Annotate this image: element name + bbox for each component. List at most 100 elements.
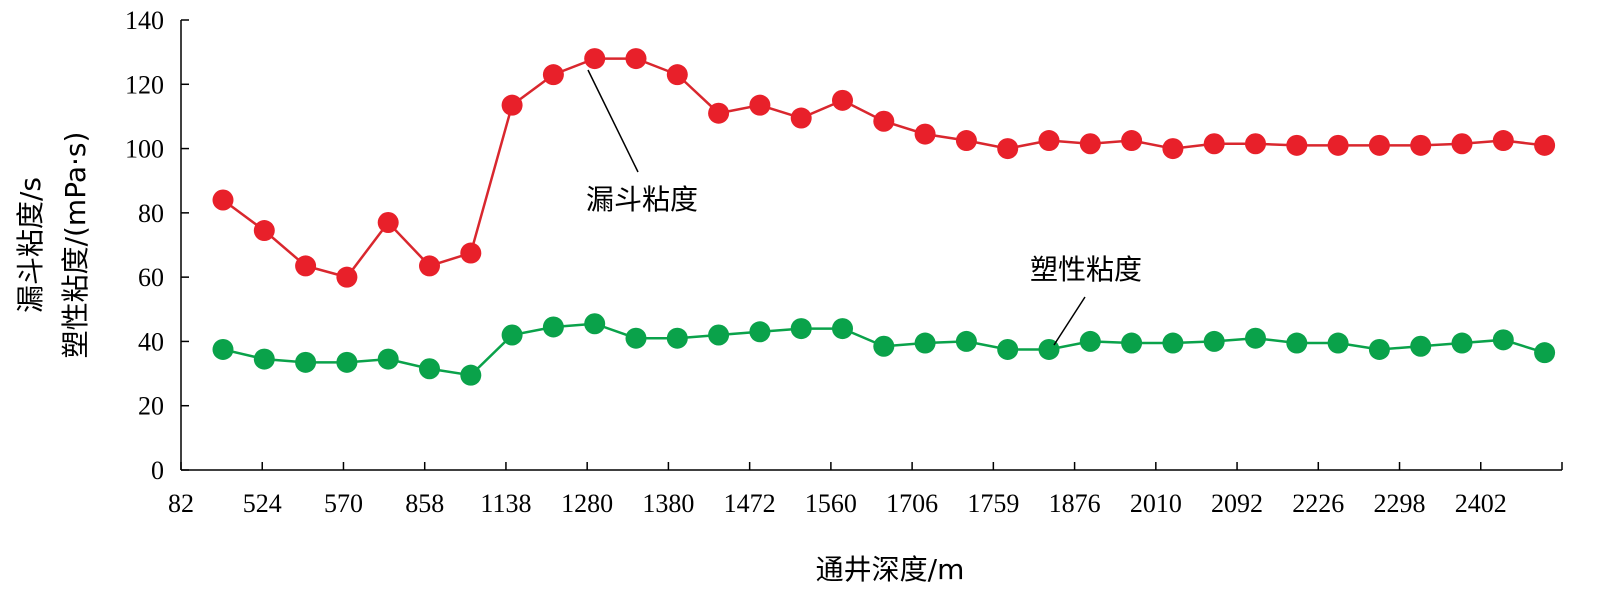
x-tick-label: 82 [168,489,194,518]
y-axis-label-funnel: 漏斗粘度/s [14,177,47,313]
x-tick-label: 1380 [642,489,694,518]
data-point [666,327,688,349]
axes [180,20,1562,471]
x-axis-ticks: 82 524 570 858 1138 1280 1380 1472 1560 1706 1759 1… [168,462,1563,518]
y-tick-label: 20 [138,392,164,421]
data-point [1492,329,1514,351]
x-tick-label: 2010 [1130,489,1182,518]
data-point [295,351,317,373]
data-point [873,110,895,132]
data-point [1327,134,1349,156]
x-tick-label: 1759 [967,489,1019,518]
data-point [336,266,358,288]
data-point [749,94,771,116]
x-axis-label: 通井深度/m [816,553,965,586]
data-point [1121,130,1143,152]
data-point [708,324,730,346]
data-point [253,348,275,370]
data-point [1451,332,1473,354]
data-point [1410,134,1432,156]
data-point [914,332,936,354]
x-tick-label: 570 [324,489,363,518]
y-axis-ticks: 0 20 40 60 80 100 120 140 [125,6,189,485]
data-point [460,364,482,386]
series-funnel-viscosity [212,48,1556,288]
data-point [873,335,895,357]
data-point [832,89,853,111]
x-tick-label: 858 [405,489,444,518]
data-point [419,255,440,277]
data-point [1534,134,1556,156]
data-point [749,321,771,343]
data-point [542,64,564,86]
data-point [955,130,977,152]
data-point [1286,332,1308,354]
x-tick-label: 2226 [1292,489,1344,518]
data-point [1368,134,1390,156]
data-point [1162,332,1184,354]
data-point [212,189,234,211]
data-point [955,330,977,352]
data-point [336,351,358,373]
data-point [584,313,606,335]
x-tick-label: 1876 [1049,489,1101,518]
data-point [377,212,399,233]
data-point [1162,138,1184,160]
y-tick-label: 0 [151,456,164,485]
data-point [501,94,523,116]
data-point [790,318,812,340]
x-tick-label: 1560 [805,489,857,518]
data-point [997,138,1019,160]
data-point [1245,327,1266,349]
funnel-viscosity-leader-line [587,69,639,173]
series-line [222,57,1545,279]
data-point [1410,335,1432,357]
data-point [542,316,564,338]
series-layer [212,48,1556,386]
y-tick-label: 100 [125,135,164,164]
x-tick-label: 1706 [886,489,938,518]
data-point [997,338,1019,360]
data-point [708,102,730,124]
data-point [666,64,688,86]
data-point [1203,133,1225,155]
data-point [1079,330,1101,352]
y-tick-label: 80 [138,199,164,228]
x-tick-label: 2298 [1374,489,1426,518]
data-point [584,48,606,70]
data-point [253,220,275,242]
data-point [1368,338,1390,360]
x-tick-label: 1472 [724,489,776,518]
y-tick-label: 120 [125,70,164,99]
x-tick-label: 2092 [1211,489,1263,518]
series-plastic-viscosity [212,313,1556,386]
x-tick-label: 2402 [1455,489,1507,518]
y-axis-label-plastic: 塑性粘度/(mPa·s) [59,132,92,359]
data-point [1079,133,1101,155]
data-point [1492,130,1514,152]
plastic-viscosity-annotation: 塑性粘度 [1030,253,1142,286]
data-point [1121,332,1143,354]
data-point [625,48,647,70]
data-point [212,338,234,360]
x-tick-label: 1280 [561,489,613,518]
data-point [295,255,317,277]
y-tick-label: 40 [138,327,164,356]
y-tick-label: 140 [125,6,164,35]
plastic-viscosity-leader-line [1053,296,1086,346]
data-point [501,324,523,346]
data-point [377,348,399,370]
data-point [1327,332,1349,354]
data-point [1451,133,1473,155]
data-point [1286,134,1308,156]
data-point [625,327,647,349]
data-point [419,358,440,380]
data-point [1203,330,1225,352]
data-point [1038,130,1060,152]
data-point [832,318,853,340]
data-point [790,107,812,129]
annotations: 漏斗粘度 塑性粘度 [586,69,1142,346]
data-point [460,242,482,264]
y-tick-label: 60 [138,263,164,292]
